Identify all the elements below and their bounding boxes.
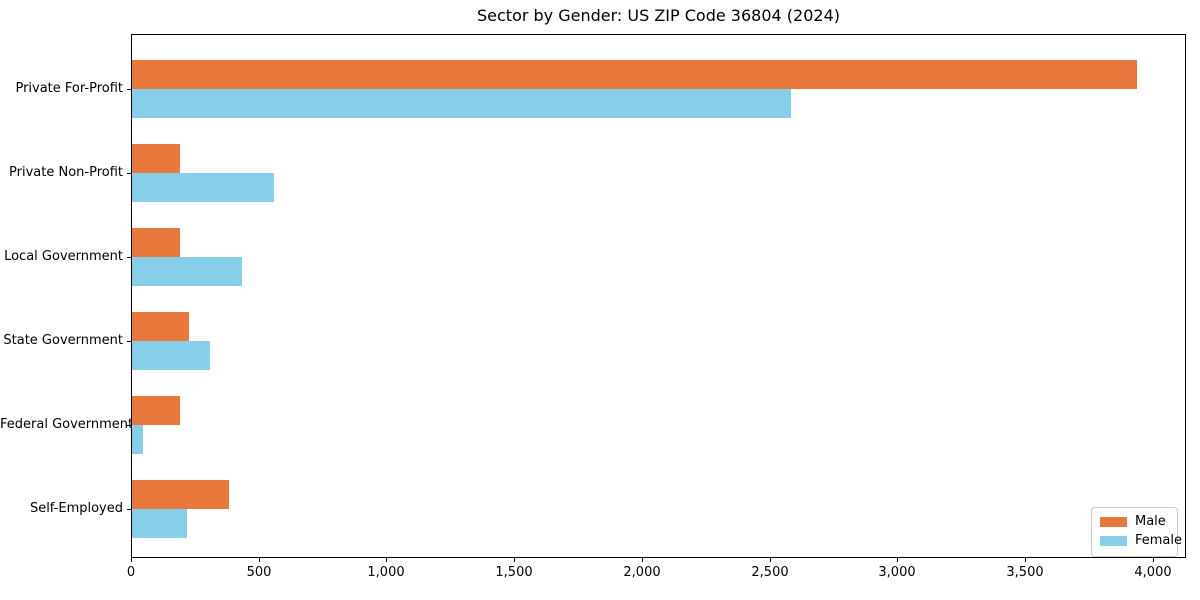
x-tick-label: 1,500 [495, 565, 533, 580]
x-tick-mark [642, 558, 643, 562]
legend-row-female: Female [1100, 534, 1182, 547]
female-bar [132, 509, 187, 538]
x-tick-label: 2,000 [623, 565, 661, 580]
x-tick-mark [1153, 558, 1154, 562]
y-tick-mark [127, 425, 131, 426]
x-tick-label: 500 [246, 565, 272, 580]
x-tick-label: 3,500 [1006, 565, 1044, 580]
male-bar [132, 396, 180, 425]
y-tick-mark [127, 341, 131, 342]
plot-area [131, 34, 1186, 558]
female-bar [132, 89, 791, 118]
legend-swatch-female [1100, 535, 1127, 546]
x-tick-mark [770, 558, 771, 562]
x-tick-mark [131, 558, 132, 562]
legend-swatch-male [1100, 516, 1127, 527]
male-bar [132, 228, 180, 257]
chart-title: Sector by Gender: US ZIP Code 36804 (202… [477, 6, 840, 25]
x-tick-mark [259, 558, 260, 562]
male-bar [132, 312, 189, 341]
y-axis-label: Private Non-Profit [9, 165, 123, 180]
female-bar [132, 425, 143, 454]
x-tick-mark [1025, 558, 1026, 562]
x-tick-label: 0 [126, 565, 136, 580]
y-tick-mark [127, 173, 131, 174]
x-tick-mark [897, 558, 898, 562]
y-axis-label: Self-Employed [29, 501, 123, 516]
y-axis-label: Local Government [4, 249, 123, 264]
x-tick-label: 2,500 [751, 565, 789, 580]
y-tick-mark [127, 89, 131, 90]
y-tick-mark [127, 509, 131, 510]
legend: Male Female [1091, 507, 1182, 557]
female-bar [132, 173, 274, 202]
x-tick-label: 4,000 [1134, 565, 1172, 580]
x-tick-label: 1,000 [367, 565, 405, 580]
male-bar [132, 480, 229, 509]
female-bar [132, 341, 210, 370]
legend-label-female: Female [1135, 533, 1183, 548]
y-axis-label: Federal Government [0, 417, 134, 432]
female-bar [132, 257, 242, 286]
legend-label-male: Male [1135, 514, 1166, 529]
male-bar [132, 60, 1137, 89]
y-axis-label: Private For-Profit [15, 81, 123, 96]
y-axis-label: State Government [3, 333, 123, 348]
y-tick-mark [127, 257, 131, 258]
x-tick-mark [386, 558, 387, 562]
legend-row-male: Male [1100, 515, 1177, 528]
x-tick-label: 3,000 [878, 565, 916, 580]
male-bar [132, 144, 180, 173]
x-tick-mark [514, 558, 515, 562]
